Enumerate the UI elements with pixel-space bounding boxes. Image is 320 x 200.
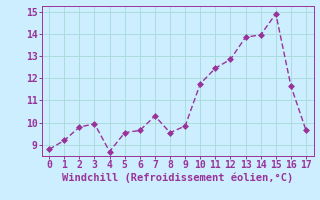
X-axis label: Windchill (Refroidissement éolien,°C): Windchill (Refroidissement éolien,°C): [62, 173, 293, 183]
